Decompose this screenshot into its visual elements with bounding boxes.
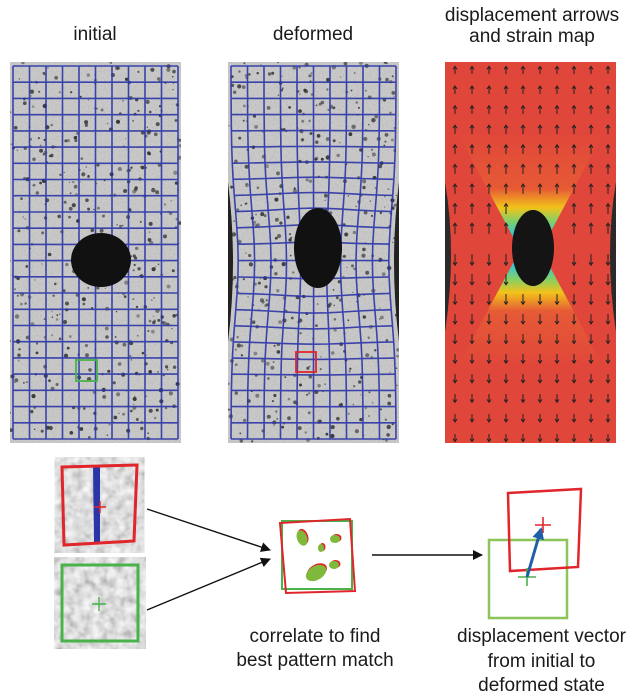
displacement-vector-diagram xyxy=(487,487,583,620)
deformed-title: deformed xyxy=(272,24,354,45)
initial-title: initial xyxy=(73,24,117,45)
initial-subset-box xyxy=(75,359,98,382)
vector-caption-line3: deformed state xyxy=(478,675,605,696)
strain-map-title-line1: displacement arrows xyxy=(444,5,620,26)
initial-specimen-image xyxy=(10,62,181,443)
hole xyxy=(294,208,342,288)
strain-map-title-line2: and strain map xyxy=(469,26,595,47)
vector-caption-line1: displacement vector xyxy=(457,626,626,647)
correlate-caption-line2: best pattern match xyxy=(236,650,394,671)
strain-map-image xyxy=(445,62,616,443)
deformed-subset-box xyxy=(295,351,317,373)
deformed-specimen-image xyxy=(228,62,399,443)
initial-subset-zoom xyxy=(60,563,140,643)
vector-caption-line2: from initial to xyxy=(487,651,596,672)
hole xyxy=(71,233,131,287)
arrow-initial-to-correlation xyxy=(146,557,271,611)
deformed-subset-zoom xyxy=(60,463,139,547)
arrow-deformed-to-correlation xyxy=(146,508,271,552)
correlate-caption-line1: correlate to find xyxy=(249,626,381,647)
pattern-match-box xyxy=(278,517,357,595)
correlation-diagram xyxy=(0,455,638,699)
